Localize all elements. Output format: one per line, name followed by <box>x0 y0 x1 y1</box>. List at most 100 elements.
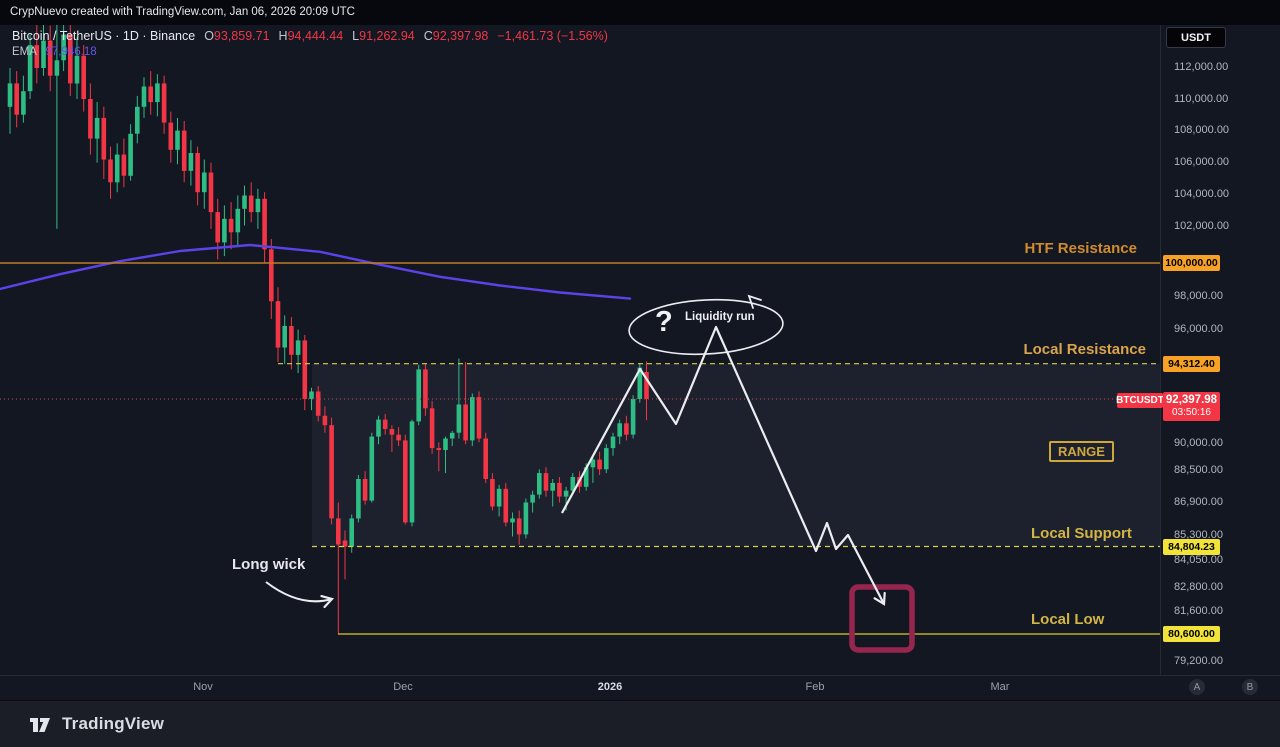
candle <box>490 473 495 511</box>
candle <box>362 471 368 505</box>
liquidity-ellipse <box>628 298 784 356</box>
candle <box>155 74 160 117</box>
current-price-tag: 92,397.98 03:50:16 <box>1163 392 1220 421</box>
candle <box>215 198 220 260</box>
candle <box>590 455 596 483</box>
candle <box>630 395 636 439</box>
candle <box>496 484 502 517</box>
candle <box>248 182 254 223</box>
candle <box>610 432 616 456</box>
candle <box>94 102 100 163</box>
candle <box>275 287 281 363</box>
symbol-price-label: BTCUSDT <box>1116 393 1164 408</box>
change-value: −1,461.73 (−1.56%) <box>497 29 608 43</box>
price-axis-label: 102,000.00 <box>1174 220 1230 232</box>
price-axis-label: 90,000.00 <box>1174 437 1223 449</box>
candle <box>282 315 287 364</box>
price-axis-label: 96,000.00 <box>1174 323 1223 335</box>
candle <box>336 502 341 634</box>
time-axis-label: Dec <box>393 681 413 693</box>
liquidity-run-label: Liquidity run <box>685 311 755 323</box>
candle <box>208 162 214 229</box>
candle <box>309 387 314 411</box>
ema-line <box>0 243 632 300</box>
scale-b-button[interactable]: B <box>1242 679 1258 695</box>
candle <box>235 195 241 246</box>
bottom-toolbar: TradingView <box>0 700 1280 747</box>
target-box <box>849 584 915 653</box>
candle <box>557 477 562 503</box>
candle <box>476 391 482 443</box>
tradingview-logo-icon[interactable] <box>28 712 52 736</box>
candlestick-chart[interactable] <box>0 25 1160 675</box>
local-support-price-tag: 84,804.23 <box>1163 539 1220 555</box>
candle <box>510 512 515 537</box>
time-axis-label: Feb <box>805 681 825 693</box>
price-axis-separator <box>1160 25 1161 675</box>
range-box-fill <box>312 363 1160 547</box>
price-axis-label: 108,000.00 <box>1174 124 1230 136</box>
candle <box>47 25 53 92</box>
candle <box>470 393 475 447</box>
candle <box>382 413 388 435</box>
ema-label: EMA <box>12 46 37 58</box>
candle <box>322 406 328 433</box>
candle <box>604 444 609 474</box>
tradingview-logo-text[interactable]: TradingView <box>62 714 165 733</box>
price-axis-label: 85,300.00 <box>1174 529 1223 541</box>
price-axis-label: 88,500.00 <box>1174 464 1223 476</box>
close-label: C <box>423 29 433 43</box>
candle <box>403 434 408 525</box>
candle <box>161 75 167 134</box>
price-axis-label: 82,800.00 <box>1174 581 1223 593</box>
candle <box>537 469 542 499</box>
local-support-label: Local Support <box>1031 525 1132 542</box>
candle <box>269 239 274 319</box>
candle <box>175 117 180 165</box>
local-resistance-label: Local Resistance <box>1023 341 1146 358</box>
local-low-price-tag: 80,600.00 <box>1163 626 1220 642</box>
symbol-title[interactable]: Bitcoin / TetherUS · 1D · Binance <box>12 29 196 43</box>
symbol-info-row[interactable]: Bitcoin / TetherUS · 1D · Binance O93,859… <box>12 29 608 43</box>
candle <box>463 362 468 445</box>
currency-toggle-button[interactable]: USDT <box>1166 27 1226 48</box>
candle <box>295 329 301 374</box>
open-label: O <box>204 29 214 43</box>
price-axis-label: 104,000.00 <box>1174 188 1230 200</box>
candle <box>429 400 435 454</box>
price-axis-label: 81,600.00 <box>1174 605 1223 617</box>
candle <box>543 467 549 497</box>
candle <box>14 71 19 128</box>
candle <box>443 436 448 474</box>
candle <box>34 25 40 84</box>
current-price-value: 92,397.98 <box>1165 394 1218 407</box>
price-axis-label: 79,200.00 <box>1174 655 1223 667</box>
question-mark-annotation: ? <box>655 306 673 338</box>
candle <box>315 386 321 422</box>
candle <box>168 111 174 163</box>
low-value: 91,262.94 <box>359 29 415 43</box>
candle <box>195 146 200 206</box>
candle <box>61 25 66 72</box>
scale-a-button[interactable]: A <box>1189 679 1205 695</box>
candle <box>202 159 207 209</box>
watermark-text: CrypNuevo created with TradingView.com, … <box>10 6 355 18</box>
high-value: 94,444.44 <box>287 29 344 43</box>
time-axis-separator <box>0 675 1280 676</box>
candle <box>483 432 488 483</box>
low-label: L <box>352 29 360 43</box>
candle <box>516 510 522 545</box>
candle <box>416 364 421 426</box>
candle <box>423 363 428 416</box>
candle <box>644 361 649 421</box>
candle <box>329 417 334 525</box>
candle <box>121 138 127 188</box>
candle <box>7 68 13 134</box>
candle <box>114 143 120 193</box>
ema-indicator-row[interactable]: EMA 97,946.18 <box>12 46 97 58</box>
candle <box>409 419 415 527</box>
price-axis-label: 110,000.00 <box>1174 93 1229 105</box>
candle <box>54 25 60 229</box>
candle <box>242 185 247 226</box>
